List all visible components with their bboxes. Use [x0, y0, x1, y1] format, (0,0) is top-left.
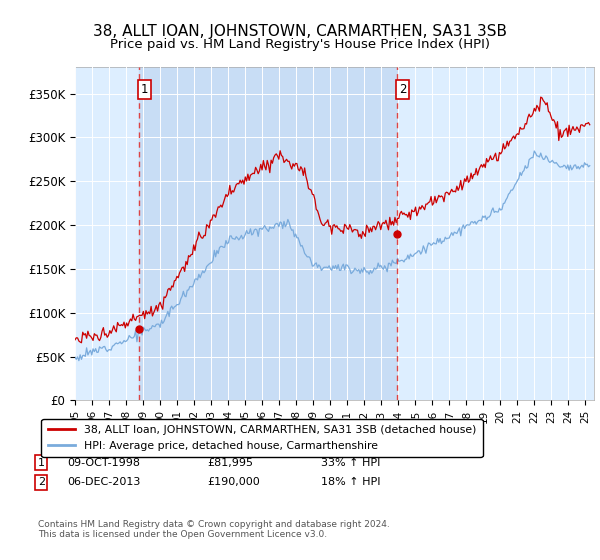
Text: 06-DEC-2013: 06-DEC-2013: [67, 477, 140, 487]
Text: £81,995: £81,995: [207, 458, 253, 468]
Text: 38, ALLT IOAN, JOHNSTOWN, CARMARTHEN, SA31 3SB: 38, ALLT IOAN, JOHNSTOWN, CARMARTHEN, SA…: [93, 24, 507, 39]
Text: 18% ↑ HPI: 18% ↑ HPI: [321, 477, 380, 487]
Text: Contains HM Land Registry data © Crown copyright and database right 2024.
This d: Contains HM Land Registry data © Crown c…: [38, 520, 389, 539]
Text: 1: 1: [38, 458, 45, 468]
Text: 1: 1: [141, 83, 149, 96]
Legend: 38, ALLT Ioan, JOHNSTOWN, CARMARTHEN, SA31 3SB (detached house), HPI: Average pr: 38, ALLT Ioan, JOHNSTOWN, CARMARTHEN, SA…: [41, 419, 482, 457]
Text: £190,000: £190,000: [207, 477, 260, 487]
Text: Price paid vs. HM Land Registry's House Price Index (HPI): Price paid vs. HM Land Registry's House …: [110, 38, 490, 51]
Text: 09-OCT-1998: 09-OCT-1998: [67, 458, 140, 468]
Bar: [139, 67, 397, 400]
Text: 2: 2: [398, 83, 406, 96]
Text: 2: 2: [38, 477, 45, 487]
Text: 33% ↑ HPI: 33% ↑ HPI: [321, 458, 380, 468]
